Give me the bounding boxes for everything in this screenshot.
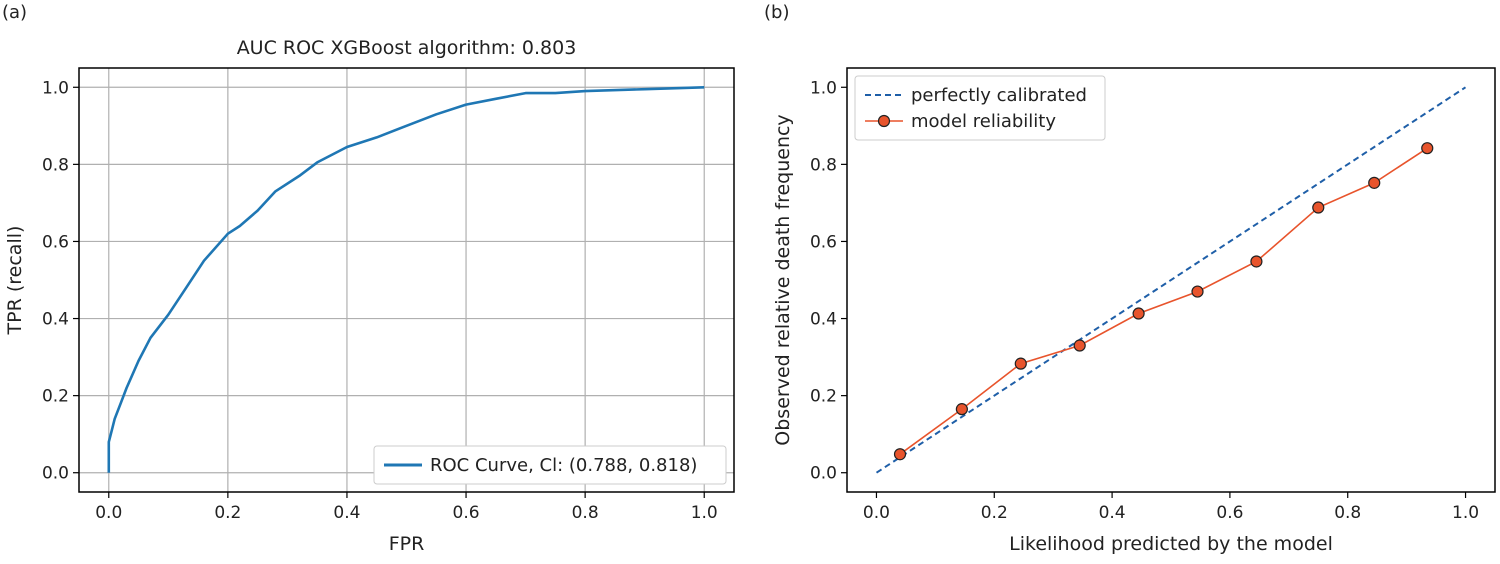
- x-tick-label: 1.0: [691, 503, 718, 523]
- x-tick-label: 0.0: [95, 503, 122, 523]
- x-tick-label: 0.4: [1099, 503, 1126, 523]
- y-axis-label: TPR (recall): [4, 226, 26, 336]
- x-axis-label: Likelihood predicted by the model: [1009, 533, 1333, 555]
- calibration-chart: 0.0 0.2 0.4 0.6 0.8 1.0 0.0 0.2 0.4 0.6 0.8 1.0 Like…: [772, 67, 1496, 555]
- y-tick-label: 0.4: [42, 310, 69, 330]
- y-tick-label: 0.8: [42, 155, 69, 175]
- y-tick-label: 0.6: [42, 232, 69, 252]
- legend-label: ROC Curve, Cl: (0.788, 0.818): [430, 455, 697, 476]
- panel-b-tag: (b): [764, 2, 789, 23]
- data-point: [893, 448, 907, 461]
- x-tick-label: 0.4: [333, 503, 360, 523]
- x-tick-label: 0.8: [572, 503, 599, 523]
- y-tick-label: 0.2: [810, 387, 837, 407]
- panel-a-tag: (a): [2, 2, 27, 23]
- y-tick-label: 1.0: [810, 78, 837, 98]
- y-tick-label: 0.0: [810, 464, 837, 484]
- legend-label: model reliability: [911, 111, 1056, 132]
- y-tick-label: 0.6: [810, 232, 837, 252]
- x-axis-label: FPR: [389, 533, 425, 555]
- x-tick-label: 1.0: [1452, 503, 1479, 523]
- y-tick-label: 0.2: [42, 387, 69, 407]
- x-tick-label: 0.2: [214, 503, 241, 523]
- x-tick-label: 0.6: [1216, 503, 1243, 523]
- x-tick-label: 0.6: [453, 503, 480, 523]
- chart-title: AUC ROC XGBoost algorithm: 0.803: [237, 37, 577, 59]
- plot-frame: [78, 67, 735, 493]
- x-tick-label: 0.0: [863, 503, 890, 523]
- plot-frame: [846, 67, 1496, 493]
- data-point: [1250, 255, 1263, 268]
- y-tick-label: 0.4: [810, 310, 837, 330]
- x-tick-label: 0.2: [981, 503, 1008, 523]
- y-tick-label: 0.0: [42, 464, 69, 484]
- series-line-0: [875, 86, 1467, 474]
- y-tick-label: 1.0: [42, 78, 69, 98]
- data-point: [1368, 176, 1381, 189]
- data-point: [1191, 285, 1204, 298]
- legend-marker: [877, 114, 891, 128]
- y-tick-label: 0.8: [810, 155, 837, 175]
- x-tick-label: 0.8: [1334, 503, 1361, 523]
- data-point: [1073, 339, 1086, 352]
- series-line-0: [107, 86, 705, 473]
- data-point: [1312, 201, 1325, 214]
- series-line-1: [899, 147, 1428, 455]
- roc-chart: 0.0 0.2 0.4 0.6 0.8 1.0 0.0 0.2 0.4 0.6 0.8 1.0 FPR T…: [4, 37, 735, 555]
- data-point: [1132, 307, 1145, 320]
- legend-label: perfectly calibrated: [911, 85, 1087, 106]
- legend-box: [373, 445, 727, 485]
- data-point: [1014, 357, 1027, 370]
- data-point: [955, 403, 968, 416]
- y-axis-label: Observed relative death frequency: [772, 114, 794, 445]
- data-point: [1421, 142, 1434, 155]
- legend-box: [854, 75, 1106, 141]
